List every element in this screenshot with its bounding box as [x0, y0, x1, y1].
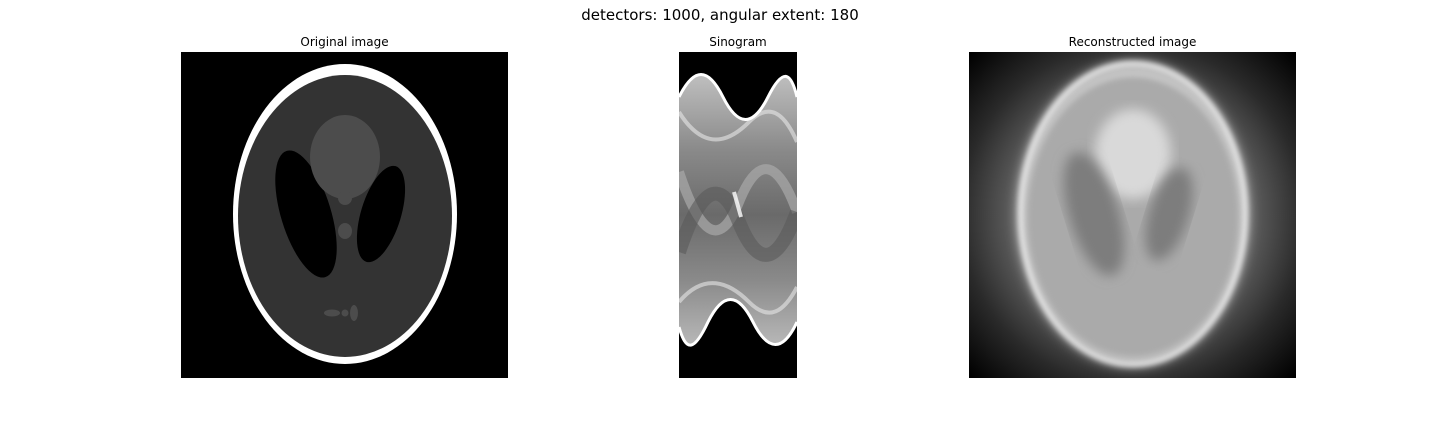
sinogram-top-edge — [679, 73, 797, 121]
sinogram-bottom-edge — [679, 298, 797, 347]
sinogram-band — [679, 74, 797, 346]
recon-left-dark-ellipse — [1063, 152, 1125, 276]
left-dark-ellipse — [275, 150, 337, 278]
recon-skull-ring — [1018, 61, 1248, 367]
reconstructed-image-title: Reconstructed image — [1068, 35, 1197, 49]
recon-right-dark-ellipse — [1145, 167, 1193, 261]
upper-light-ellipse — [310, 115, 380, 199]
original-image-title: Original image — [300, 35, 389, 49]
brain-tissue-ellipse — [238, 75, 452, 357]
sinogram-panel — [679, 52, 797, 378]
reconstructed-image-panel — [969, 52, 1296, 378]
right-dark-ellipse — [356, 165, 406, 263]
recon-upper-ellipse — [1095, 109, 1171, 199]
small-ellipse-2 — [338, 223, 352, 239]
original-image-panel — [181, 52, 508, 378]
small-ellipse-4 — [341, 309, 349, 317]
small-ellipse-5 — [350, 305, 358, 321]
sinogram-title: Sinogram — [709, 35, 767, 49]
small-ellipse-3 — [324, 309, 340, 317]
recon-brain — [1027, 77, 1239, 357]
figure-title: detectors: 1000, angular extent: 180 — [581, 6, 859, 24]
small-ellipse-1 — [338, 191, 352, 205]
